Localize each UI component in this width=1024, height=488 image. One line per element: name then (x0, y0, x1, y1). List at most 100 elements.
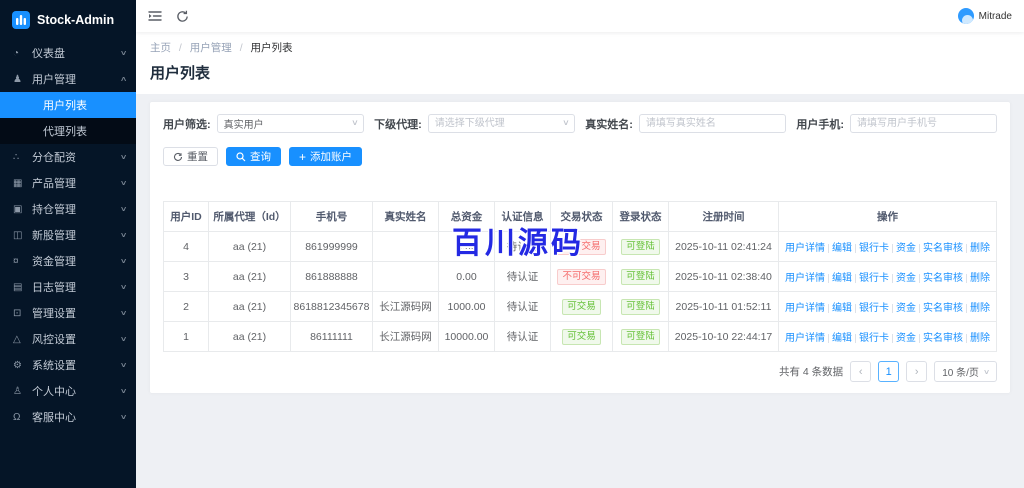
user-menu[interactable]: Mitrade (957, 8, 1012, 24)
action-bank-card[interactable]: 银行卡 (859, 303, 889, 314)
page-size-select[interactable]: 10 条/页 ∨ (934, 361, 997, 382)
cell-funds: 1000.00 (438, 291, 495, 322)
action-divider (966, 303, 967, 313)
pagination-total: 共有 4 条数据 (779, 366, 844, 378)
add-account-button[interactable]: + 添加账户 (289, 147, 363, 166)
prev-page-button[interactable]: ‹ (850, 361, 872, 382)
cell-agent: aa (21) (208, 231, 291, 262)
chevron-down-icon: ∨ (119, 154, 128, 161)
sidebar-item-holdings-management[interactable]: ▣ 持仓管理 ∨ (13, 203, 128, 217)
action-funds[interactable]: 资金 (896, 333, 916, 344)
action-divider (892, 303, 893, 313)
sidebar-item-log-management[interactable]: ▤ 日志管理 ∨ (13, 281, 128, 295)
sidebar-item-funds-management[interactable]: ¤ 资金管理 ∨ (13, 255, 128, 269)
action-divider (919, 243, 920, 253)
action-edit[interactable]: 编辑 (832, 303, 852, 314)
next-page-button[interactable]: › (906, 361, 928, 382)
action-delete[interactable]: 删除 (970, 333, 990, 344)
cell-trade: 可交易 (550, 321, 613, 352)
filter-sub-agent-select[interactable] (427, 114, 575, 133)
action-user-detail[interactable]: 用户详情 (785, 333, 825, 344)
page-1-button[interactable]: 1 (878, 361, 900, 382)
login-status-badge: 可登陆 (621, 298, 660, 315)
main-area: Mitrade 主页 / 用户管理 / 用户列表 用户列表 用户筛选: (136, 0, 1024, 488)
login-status-badge: 可登陆 (621, 268, 660, 285)
action-user-detail[interactable]: 用户详情 (785, 303, 825, 314)
sidebar-item-position-allocation[interactable]: ∴ 分仓配资 ∨ (13, 151, 128, 165)
sidebar-item-admin-settings[interactable]: ⊡ 管理设置 ∨ (13, 307, 128, 321)
action-bank-card[interactable]: 银行卡 (859, 273, 889, 284)
sidebar-item-dashboard[interactable]: ◔ 仪表盘 ∨ (13, 47, 128, 61)
action-divider (919, 333, 920, 343)
cell-auth: 待认证 (494, 231, 551, 262)
action-divider (966, 333, 967, 343)
filter-phone-input[interactable] (850, 114, 997, 133)
headset-icon: Ω (13, 411, 21, 423)
filter-sub-agent: 下级代理: ∨ (374, 114, 575, 133)
filter-real-name-input[interactable] (638, 114, 786, 133)
sidebar-item-user-management[interactable]: ♟ 用户管理 ∧ (13, 73, 128, 87)
action-funds[interactable]: 资金 (896, 243, 916, 254)
action-delete[interactable]: 删除 (970, 303, 990, 314)
cell-auth: 待认证 (494, 321, 551, 352)
action-edit[interactable]: 编辑 (832, 273, 852, 284)
filter-user-type-select[interactable] (216, 114, 364, 133)
collapse-sidebar-icon[interactable] (148, 9, 162, 23)
allocation-icon: ∴ (13, 151, 20, 163)
cell-agent: aa (21) (208, 291, 291, 322)
action-user-detail[interactable]: 用户详情 (785, 243, 825, 254)
stock-bars-icon (12, 11, 30, 29)
sidebar-item-risk-settings[interactable]: △ 风控设置 ∨ (13, 333, 128, 347)
search-button[interactable]: 查询 (226, 147, 281, 166)
cell-id: 3 (163, 261, 209, 292)
action-real-name-review[interactable]: 实名审核 (923, 303, 963, 314)
table-row: 1 aa (21) 86111111 长江源码网 10000.00 待认证 可交… (163, 321, 997, 352)
action-real-name-review[interactable]: 实名审核 (923, 243, 963, 254)
breadcrumb-user-management[interactable]: 用户管理 (189, 42, 232, 54)
action-real-name-review[interactable]: 实名审核 (923, 273, 963, 284)
cell-name: 长江源码网 (372, 291, 439, 322)
action-delete[interactable]: 删除 (970, 243, 990, 254)
refresh-icon[interactable] (176, 10, 189, 23)
cell-time: 2025-10-11 01:52:11 (668, 291, 779, 322)
sidebar-item-product-management[interactable]: ▦ 产品管理 ∨ (13, 177, 128, 191)
filter-user-type: 用户筛选: ∨ (163, 114, 364, 133)
action-delete[interactable]: 删除 (970, 273, 990, 284)
action-edit[interactable]: 编辑 (832, 243, 852, 254)
action-edit[interactable]: 编辑 (832, 333, 852, 344)
sidebar-menu: ◔ 仪表盘 ∨ ♟ 用户管理 ∧ 用户列表 代理列表 ∴ 分仓配资 ∨ (0, 40, 136, 488)
breadcrumb-home[interactable]: 主页 (150, 42, 171, 54)
sidebar-item-new-stock-management[interactable]: ◫ 新股管理 ∨ (13, 229, 128, 243)
user-management-submenu: 用户列表 代理列表 (0, 92, 136, 144)
user-table: 用户ID 所属代理（Id） 手机号 真实姓名 总资金 认证信息 交易状态 登录状… (163, 201, 997, 352)
sidebar-item-profile-center[interactable]: ♙ 个人中心 ∨ (13, 385, 128, 399)
action-divider (966, 243, 967, 253)
chevron-down-icon: ∨ (562, 118, 570, 127)
chevron-down-icon: ∨ (119, 284, 128, 291)
action-divider (855, 273, 856, 283)
filter-phone: 用户手机: (796, 114, 997, 133)
action-divider (855, 303, 856, 313)
action-bank-card[interactable]: 银行卡 (859, 243, 889, 254)
top-bar: Mitrade (136, 0, 1024, 32)
action-funds[interactable]: 资金 (896, 303, 916, 314)
app-logo: Stock-Admin (0, 0, 136, 40)
chevron-down-icon: ∨ (119, 180, 128, 187)
action-divider (828, 273, 829, 283)
action-divider (892, 333, 893, 343)
cell-auth: 待认证 (494, 291, 551, 322)
action-divider (828, 303, 829, 313)
action-user-detail[interactable]: 用户详情 (785, 273, 825, 284)
cell-ops: 用户详情 编辑 银行卡 资金 实名审核 删除 (778, 231, 997, 262)
action-bank-card[interactable]: 银行卡 (859, 333, 889, 344)
cell-name (372, 261, 439, 292)
action-funds[interactable]: 资金 (896, 273, 916, 284)
sidebar-item-system-settings[interactable]: ⚙ 系统设置 ∨ (13, 359, 128, 373)
reset-button[interactable]: 重置 (163, 147, 218, 166)
sidebar-subitem-user-list[interactable]: 用户列表 (0, 92, 136, 118)
sidebar-subitem-agent-list[interactable]: 代理列表 (43, 126, 87, 138)
sidebar-item-support-center[interactable]: Ω 客服中心 ∨ (13, 411, 128, 425)
action-bar: 重置 查询 + 添加账户 (163, 147, 997, 166)
profile-icon: ♙ (13, 385, 22, 397)
action-real-name-review[interactable]: 实名审核 (923, 333, 963, 344)
